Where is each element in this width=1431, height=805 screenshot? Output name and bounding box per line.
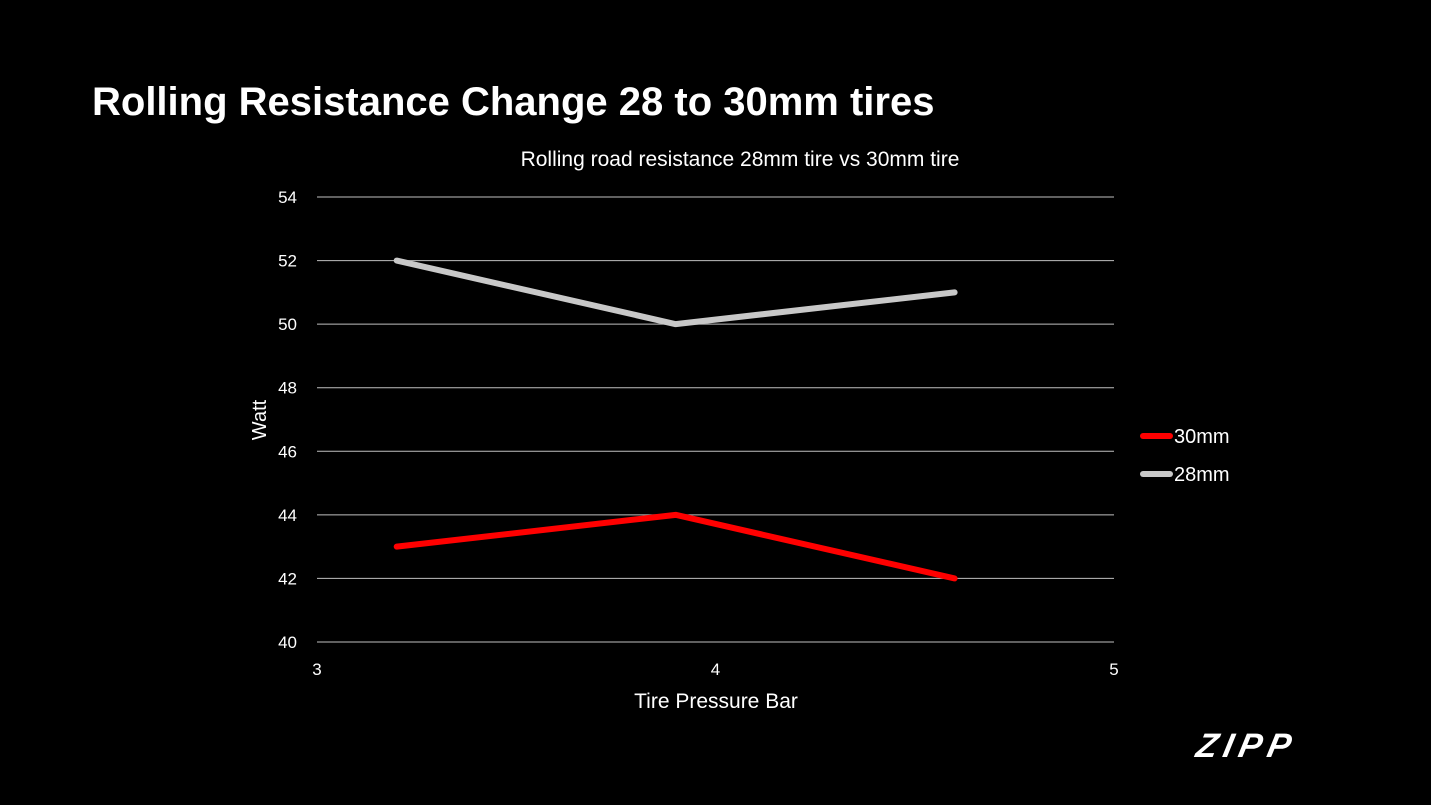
y-tick-label: 48	[278, 379, 297, 398]
y-tick-label: 54	[278, 188, 297, 207]
data-point-28mm	[675, 323, 677, 325]
legend-label: 28mm	[1174, 464, 1230, 486]
y-tick-label: 46	[278, 442, 297, 461]
legend-item-30mm: 30mm	[1140, 426, 1230, 448]
x-axis-label: Tire Pressure Bar	[634, 690, 798, 713]
x-tick-label: 5	[1109, 660, 1118, 679]
legend: 30mm 28mm	[1140, 426, 1230, 486]
data-point-28mm	[954, 291, 956, 293]
series-line-30mm	[393, 511, 958, 582]
gridlines	[317, 196, 1114, 643]
y-tick-label: 42	[278, 569, 297, 588]
y-tick-label: 44	[278, 506, 297, 525]
data-point-30mm	[675, 514, 677, 516]
x-axis-ticks: 3 4 5	[312, 660, 1118, 679]
y-tick-label: 52	[278, 252, 297, 271]
logo-text: ZIPP	[1192, 731, 1301, 759]
chart-title: Rolling road resistance 28mm tire vs 30m…	[521, 148, 960, 171]
y-axis-ticks: 40 42 44 46 48 50 52 54	[278, 188, 297, 652]
data-point-30mm	[396, 546, 398, 548]
x-tick-label: 4	[711, 660, 720, 679]
data-point-30mm	[954, 577, 956, 579]
slide-title: Rolling Resistance Change 28 to 30mm tir…	[92, 80, 935, 124]
series-line-28mm	[393, 257, 958, 328]
x-tick-label: 3	[312, 660, 321, 679]
y-tick-label: 50	[278, 315, 297, 334]
data-point-28mm	[396, 260, 398, 262]
y-axis-label: Watt	[249, 399, 271, 440]
legend-label: 30mm	[1174, 426, 1230, 448]
legend-item-28mm: 28mm	[1140, 464, 1230, 486]
y-tick-label: 40	[278, 633, 297, 652]
series-lines	[393, 257, 958, 582]
zipp-logo: ZIPP	[1155, 731, 1337, 759]
